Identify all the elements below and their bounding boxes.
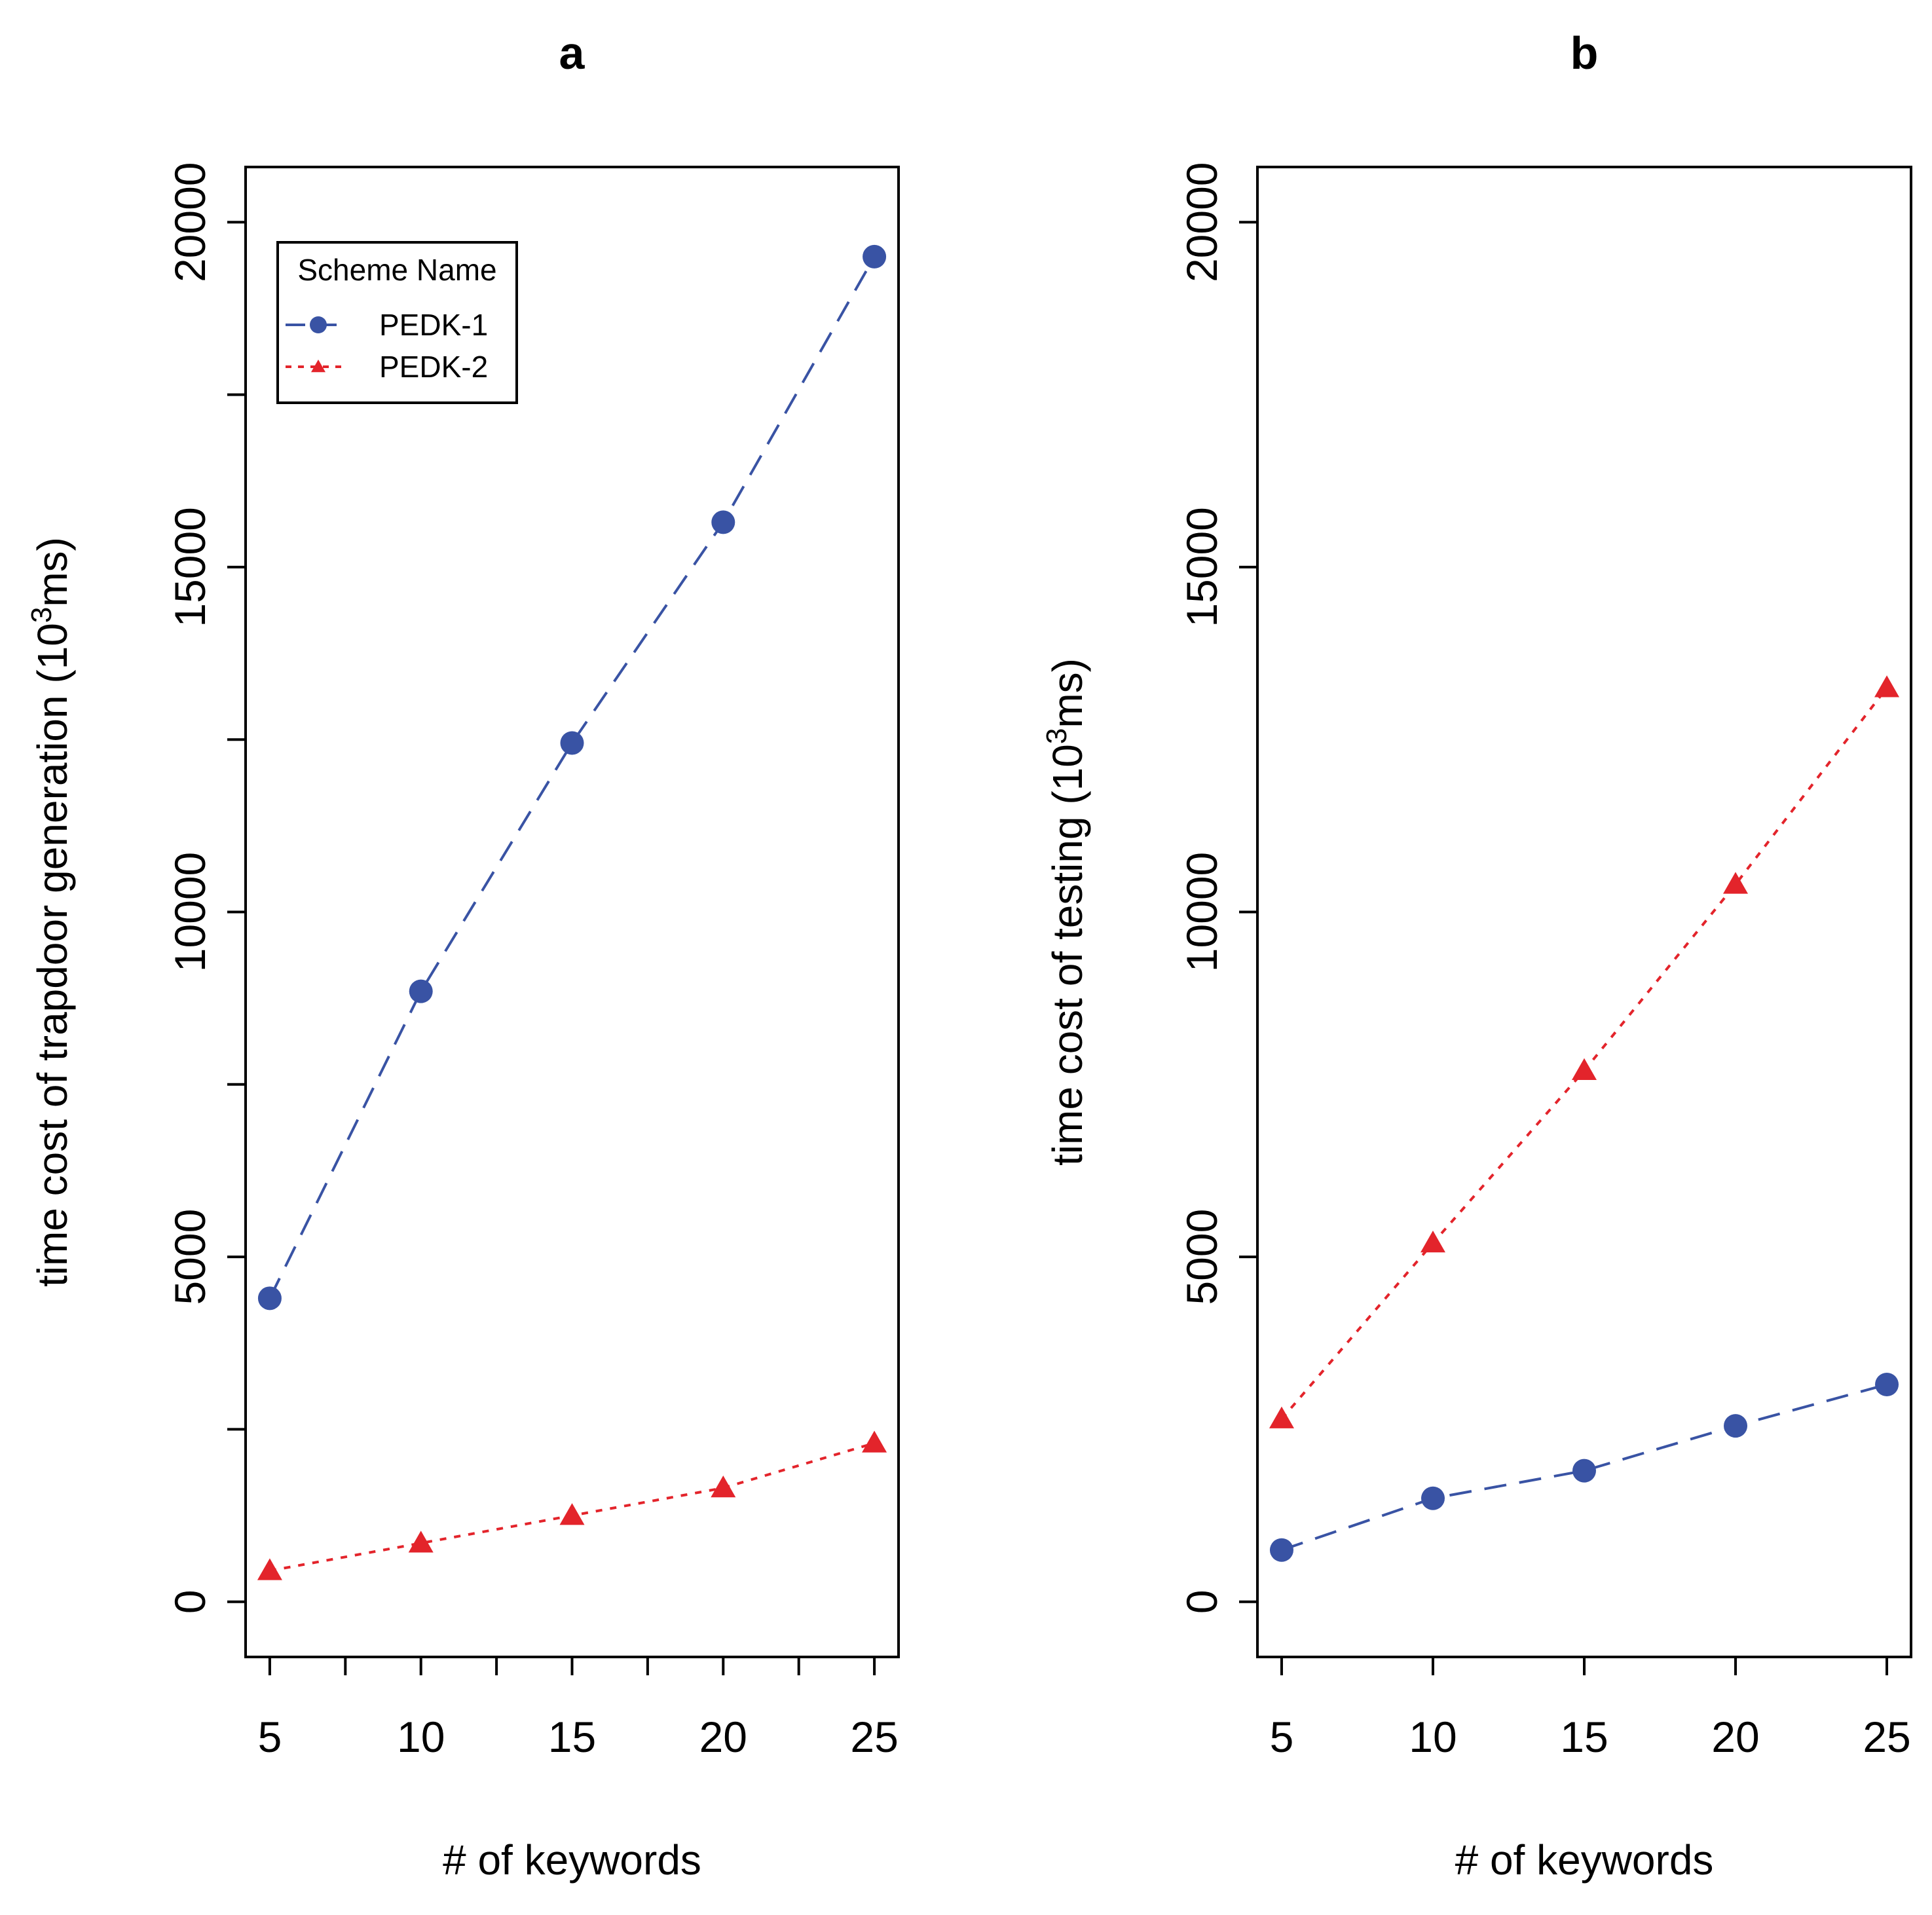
legend: Scheme Name PEDK-1 PEDK-2 bbox=[276, 241, 518, 404]
data-point-pedk-1 bbox=[1875, 1372, 1899, 1396]
data-point-pedk-2 bbox=[1572, 1058, 1597, 1080]
series-line-pedk-1 bbox=[269, 255, 876, 1299]
data-point-pedk-2 bbox=[711, 1475, 736, 1498]
y-tick-label: 10000 bbox=[166, 852, 214, 973]
x-tick-label: 20 bbox=[699, 1713, 747, 1761]
y-tick-label: 5000 bbox=[166, 1209, 214, 1305]
x-tick-label: 5 bbox=[1270, 1713, 1294, 1761]
legend-title: Scheme Name bbox=[297, 253, 496, 287]
legend-marker-pedk-2 bbox=[311, 360, 325, 373]
data-point-pedk-1 bbox=[1572, 1459, 1596, 1483]
data-point-pedk-1 bbox=[560, 731, 584, 755]
y-tick-label: 0 bbox=[166, 1590, 214, 1614]
x-tick-label: 25 bbox=[1863, 1713, 1910, 1761]
x-axis-label: # of keywords bbox=[1455, 1836, 1714, 1884]
data-point-pedk-1 bbox=[863, 244, 887, 269]
y-axis-label: time cost of testing (103ms) bbox=[1041, 658, 1091, 1166]
series-line-pedk-1 bbox=[1281, 1383, 1887, 1552]
y-axis-label-main: time cost of trapdoor generation (10 bbox=[29, 623, 76, 1287]
panel-title: a bbox=[559, 28, 585, 79]
y-tick-label: 5000 bbox=[1178, 1209, 1226, 1305]
data-point-pedk-2 bbox=[257, 1558, 282, 1580]
y-axis-label-superscript: 3 bbox=[26, 607, 58, 623]
data-point-pedk-2 bbox=[408, 1531, 434, 1553]
plot-frame bbox=[1256, 166, 1912, 1658]
y-tick-label: 15000 bbox=[166, 507, 214, 627]
y-tick-label: 10000 bbox=[1178, 852, 1226, 973]
y-tick-label: 0 bbox=[1178, 1590, 1226, 1614]
y-tick-label: 20000 bbox=[166, 162, 214, 282]
x-tick-label: 20 bbox=[1711, 1713, 1759, 1761]
data-point-pedk-1 bbox=[257, 1286, 282, 1311]
x-tick-label: 10 bbox=[1409, 1713, 1457, 1761]
data-point-pedk-2 bbox=[1723, 872, 1749, 894]
y-axis-label: time cost of trapdoor generation (103ms) bbox=[26, 537, 76, 1287]
y-tick-label: 15000 bbox=[1178, 507, 1226, 627]
x-tick-label: 10 bbox=[397, 1713, 445, 1761]
data-point-pedk-1 bbox=[409, 979, 433, 1003]
legend-label-pedk-1: PEDK-1 bbox=[379, 308, 488, 342]
data-point-pedk-1 bbox=[1421, 1486, 1445, 1510]
x-axis-label: # of keywords bbox=[443, 1836, 701, 1884]
legend-label-pedk-2: PEDK-2 bbox=[379, 350, 488, 384]
y-axis-label-unit: ms) bbox=[29, 537, 76, 607]
panel-title: b bbox=[1570, 28, 1599, 79]
x-tick-label: 25 bbox=[850, 1713, 898, 1761]
x-tick-label: 15 bbox=[548, 1713, 596, 1761]
y-axis-label-main: time cost of testing (10 bbox=[1044, 744, 1091, 1166]
panel-b: b 5 10 15 20 25 0 5000 10000 15000 20000 # of keywo… bbox=[1041, 28, 1912, 1884]
x-tick-label: 5 bbox=[258, 1713, 282, 1761]
data-point-pedk-2 bbox=[862, 1430, 887, 1453]
y-axis-label-unit: ms) bbox=[1044, 658, 1091, 728]
data-point-pedk-1 bbox=[1724, 1414, 1748, 1438]
data-point-pedk-1 bbox=[1269, 1538, 1293, 1562]
y-axis-label-superscript: 3 bbox=[1041, 728, 1073, 744]
y-tick-label: 20000 bbox=[1178, 162, 1226, 282]
legend-marker-pedk-1 bbox=[310, 316, 327, 333]
panel-a: a 5 10 15 20 25 0 5000 10000 15000 20000 # of keywo… bbox=[26, 28, 900, 1884]
data-point-pedk-2 bbox=[1420, 1231, 1445, 1253]
data-point-pedk-2 bbox=[1874, 675, 1900, 697]
x-tick-label: 15 bbox=[1560, 1713, 1608, 1761]
data-point-pedk-2 bbox=[559, 1503, 585, 1525]
data-point-pedk-1 bbox=[711, 510, 735, 534]
series-line-pedk-2 bbox=[1280, 686, 1888, 1420]
data-point-pedk-2 bbox=[1269, 1406, 1294, 1428]
